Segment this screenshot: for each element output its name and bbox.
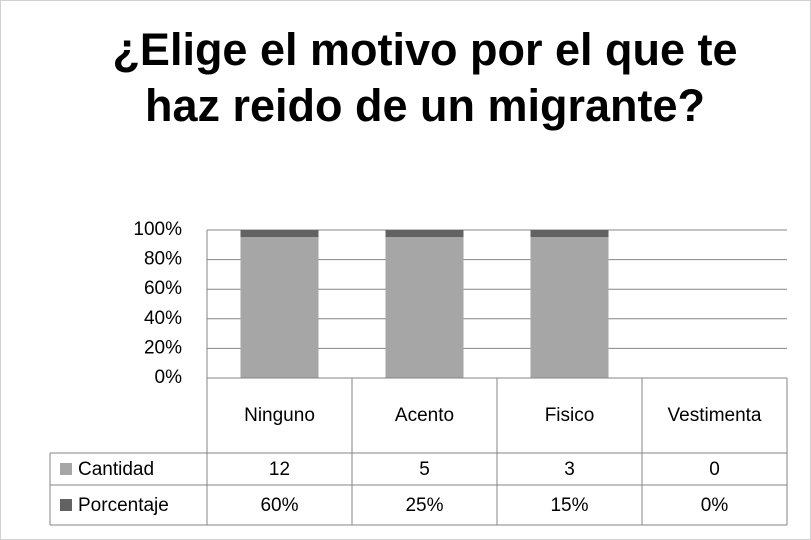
bar-segment — [385, 237, 464, 378]
x-tick-label: Ninguno — [244, 404, 315, 426]
legend-swatch — [60, 499, 72, 511]
legend-swatch — [60, 463, 72, 475]
x-tick-label: Vestimenta — [667, 404, 762, 426]
y-tick-label: 80% — [144, 249, 182, 270]
data-label: 0 — [709, 459, 720, 480]
y-tick-label: 0% — [155, 367, 183, 388]
y-tick-label: 40% — [144, 308, 182, 329]
data-label: 60% — [260, 495, 298, 516]
x-tick-label: Acento — [394, 404, 455, 426]
data-label: 5 — [419, 459, 430, 480]
data-label: 12 — [269, 459, 290, 480]
y-tick-label: 100% — [133, 219, 182, 240]
x-tick-label: Fisico — [544, 404, 595, 426]
chart-title: ¿Elige el motivo por el que te haz reido… — [112, 24, 738, 131]
bar-segment — [385, 230, 464, 238]
y-tick-label: 60% — [144, 278, 182, 299]
bar-segment — [240, 230, 319, 238]
bar-segment — [530, 230, 609, 238]
data-label: 15% — [550, 495, 588, 516]
bar-segment — [530, 237, 609, 378]
legend-label: Cantidad — [78, 459, 154, 480]
data-label: 3 — [564, 459, 575, 480]
bar-segment — [240, 237, 319, 378]
legend-label: Porcentaje — [78, 495, 169, 516]
y-tick-label: 20% — [144, 337, 182, 358]
data-label: 0% — [701, 495, 729, 516]
data-label: 25% — [405, 495, 443, 516]
